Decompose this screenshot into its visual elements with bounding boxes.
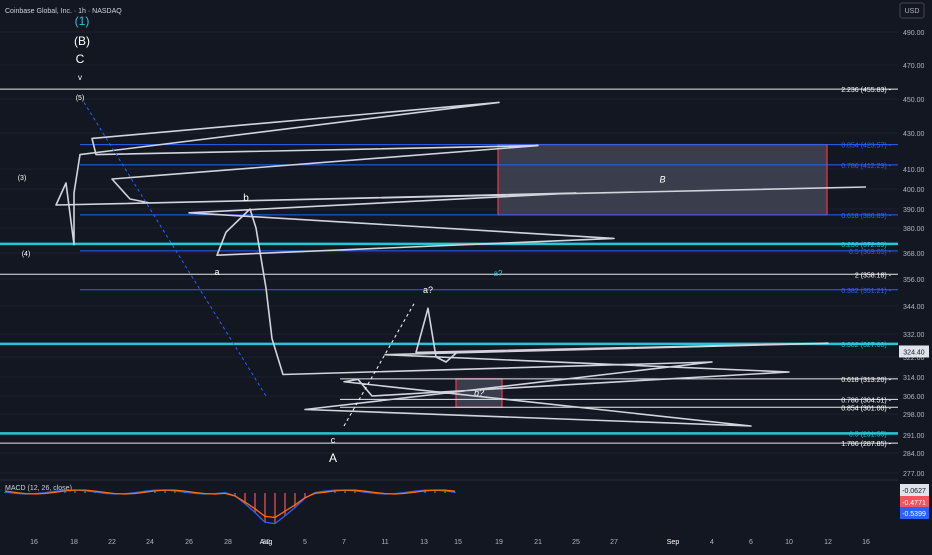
price-axis-tick: 344.00 <box>903 304 925 311</box>
time-axis-tick: 25 <box>572 539 580 546</box>
time-axis-tick: 30 <box>262 539 270 546</box>
time-axis-tick: 19 <box>495 539 503 546</box>
macd-label: MACD (12, 26, close) <box>5 485 72 492</box>
time-axis-tick: 18 <box>70 539 78 546</box>
fib-level-label: 2.236 (455.83) - <box>841 87 891 94</box>
time-axis-tick: 6 <box>749 539 753 546</box>
wave-label: c <box>331 435 336 445</box>
wave-label: a? <box>494 269 503 278</box>
wave-label: a <box>214 267 219 277</box>
time-axis-tick: 15 <box>454 539 462 546</box>
price-axis-tick: 430.00 <box>903 131 925 138</box>
wave-label: (3) <box>18 175 27 182</box>
zone-label: b? <box>474 388 484 398</box>
wave-label: (B) <box>74 34 90 48</box>
price-axis-tick: 410.00 <box>903 167 925 174</box>
fib-level-label: 0.236 (372.39) - <box>841 242 891 249</box>
fib-level-label: 2 (358.18) - <box>855 272 892 279</box>
currency-label: USD <box>905 8 920 15</box>
price-axis-tick: 277.00 <box>903 471 925 478</box>
projection-line <box>83 102 267 397</box>
price-axis-tick: 306.00 <box>903 394 925 401</box>
time-axis-tick: Aug <box>260 539 273 546</box>
macd-value: -0.5399 <box>902 511 926 518</box>
wave-label: (5) <box>76 95 85 102</box>
fib-level-label: 0.786 (412.29) - <box>841 163 891 170</box>
macd-value: -0.4771 <box>902 500 926 507</box>
time-axis-tick: 28 <box>224 539 232 546</box>
wave-label: v <box>78 73 82 82</box>
zone-label: B <box>659 175 665 185</box>
wave-label: (4) <box>22 251 31 258</box>
wave-label: A <box>329 451 337 465</box>
fib-level-label: 0.618 (386.89) - <box>841 213 891 220</box>
currency-button[interactable] <box>899 2 925 19</box>
fib-level-label: 0.5 (291.55) - <box>849 431 892 438</box>
time-axis-tick: 16 <box>862 539 870 546</box>
fib-level-label: 0.618 (313.20) - <box>841 377 891 384</box>
fib-level-label: 0.854 (423.57) - <box>841 143 891 150</box>
time-axis-tick: 21 <box>534 539 542 546</box>
price-line[interactable] <box>55 101 867 427</box>
price-axis-tick: 380.00 <box>903 226 925 233</box>
fib-level-label: 0.786 (304.51) - <box>841 397 891 404</box>
fib-level-label: 0.5 (369.05) - <box>849 249 892 256</box>
wave-label: a? <box>423 285 433 295</box>
macd-value: -0.0627 <box>902 488 926 495</box>
macd-value-tag <box>900 484 929 496</box>
time-axis-tick: 11 <box>381 539 388 546</box>
last-price-tag <box>899 345 929 358</box>
time-axis-tick: 7 <box>342 539 346 546</box>
price-axis-tick: 298.00 <box>903 412 925 419</box>
wave-label: C <box>76 52 85 66</box>
price-axis-tick: 322.00 <box>903 355 925 362</box>
price-axis-tick: 400.00 <box>903 187 925 194</box>
signal-line <box>4 489 456 519</box>
wave-label: (1) <box>75 14 90 28</box>
price-axis-tick: 368.00 <box>903 251 925 258</box>
macd-value-tag <box>900 507 929 519</box>
price-axis-tick: 314.00 <box>903 375 925 382</box>
price-axis-tick: 450.00 <box>903 97 925 104</box>
fib-level-label: 1.786 (287.85) - <box>841 441 891 448</box>
time-axis-tick: 26 <box>185 539 193 546</box>
price-axis-tick: 332.00 <box>903 332 925 339</box>
fib-level-label: 0.854 (301.00) - <box>841 405 891 412</box>
price-axis-tick: 291.00 <box>903 433 925 440</box>
time-axis-tick: Sep <box>667 539 680 546</box>
macd-value-tag <box>900 496 929 508</box>
last-price-value: 324.40 <box>903 349 925 356</box>
fib-level-label: 0.382 (327.68) - <box>841 342 891 349</box>
time-axis-tick: 12 <box>824 539 832 546</box>
price-axis-tick: 390.00 <box>903 207 925 214</box>
fib-level-label: 0.382 (351.21) - <box>841 288 891 295</box>
time-axis-tick: 5 <box>303 539 307 546</box>
time-axis-tick: 22 <box>108 539 116 546</box>
wave-label: b <box>243 193 249 204</box>
target-zone[interactable] <box>455 378 503 408</box>
time-axis-tick: 16 <box>30 539 38 546</box>
symbol-title: Coinbase Global, Inc. · 1h · NASDAQ <box>5 8 122 15</box>
time-axis-tick: 4 <box>710 539 714 546</box>
time-axis-tick: 10 <box>785 539 793 546</box>
time-axis-tick: 27 <box>610 539 618 546</box>
price-axis-tick: 490.00 <box>903 30 925 37</box>
price-axis-tick: 356.00 <box>903 277 925 284</box>
time-axis-tick: 24 <box>146 539 154 546</box>
price-axis-tick: 470.00 <box>903 63 925 70</box>
price-axis-tick: 284.00 <box>903 451 925 458</box>
time-axis-tick: 13 <box>420 539 428 546</box>
